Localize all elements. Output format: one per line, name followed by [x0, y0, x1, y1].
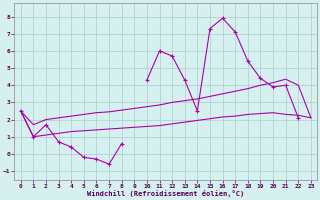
X-axis label: Windchill (Refroidissement éolien,°C): Windchill (Refroidissement éolien,°C)	[87, 190, 244, 197]
